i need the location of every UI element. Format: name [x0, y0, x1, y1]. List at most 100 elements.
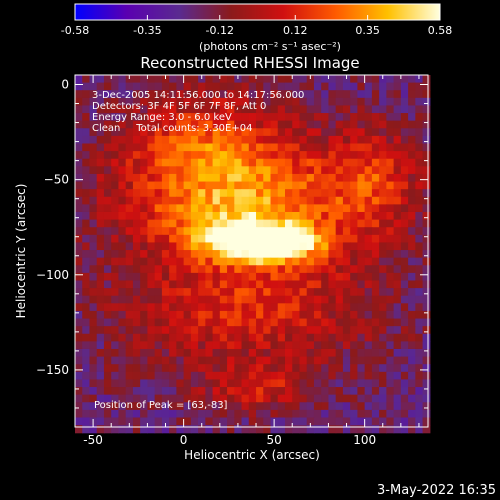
heatmap-cell: [219, 227, 228, 236]
heatmap-cell: [176, 75, 185, 84]
heatmap-cell: [270, 166, 279, 175]
heatmap-cell: [176, 151, 185, 160]
heatmap-cell: [306, 158, 315, 167]
heatmap-cell: [328, 409, 337, 419]
heatmap-cell: [103, 265, 112, 274]
heatmap-cell: [342, 120, 351, 129]
heatmap-cell: [205, 265, 214, 274]
heatmap-cell: [103, 348, 112, 358]
heatmap-cell: [234, 173, 243, 183]
heatmap-cell: [277, 75, 286, 84]
heatmap-cell: [227, 128, 235, 137]
heatmap-cell: [364, 348, 373, 358]
heatmap-cell: [371, 211, 380, 221]
heatmap-cell: [140, 348, 149, 358]
heatmap-cell: [132, 219, 141, 228]
heatmap-cell: [248, 387, 257, 396]
heatmap-cell: [227, 272, 235, 282]
heatmap-cell: [103, 158, 112, 167]
heatmap-cell: [183, 135, 192, 145]
heatmap-cell: [393, 318, 402, 327]
heatmap-cell: [313, 128, 322, 137]
heatmap-cell: [277, 143, 286, 152]
heatmap-cell: [212, 128, 221, 137]
heatmap-cell: [335, 181, 344, 190]
heatmap-cell: [89, 295, 98, 304]
heatmap-cell: [161, 318, 170, 327]
heatmap-cell: [357, 425, 366, 434]
heatmap-cell: [89, 288, 98, 297]
heatmap-cell: [328, 341, 337, 350]
heatmap-cell: [393, 113, 402, 122]
heatmap-cell: [408, 425, 416, 434]
heatmap-cell: [313, 204, 322, 213]
heatmap-cell: [386, 242, 395, 251]
heatmap-cell: [212, 82, 221, 91]
heatmap-cell: [176, 310, 185, 320]
heatmap-cell: [342, 288, 351, 297]
heatmap-cell: [270, 151, 279, 160]
heatmap-cell: [350, 295, 358, 304]
heatmap-cell: [234, 234, 243, 244]
heatmap-cell: [422, 242, 431, 251]
heatmap-cell: [263, 295, 272, 304]
heatmap-cell: [306, 189, 315, 198]
heatmap-cell: [263, 158, 272, 167]
heatmap-cell: [198, 318, 206, 327]
heatmap-cell: [169, 158, 177, 167]
heatmap-cell: [415, 272, 424, 282]
heatmap-cell: [263, 356, 272, 365]
heatmap-cell: [379, 97, 387, 107]
heatmap-cell: [335, 166, 344, 175]
heatmap-cell: [386, 135, 395, 145]
heatmap-cell: [212, 166, 221, 175]
heatmap-cell: [111, 151, 120, 160]
heatmap-cell: [111, 105, 120, 114]
heatmap-cell: [176, 242, 185, 251]
heatmap-cell: [292, 364, 301, 373]
heatmap-cell: [234, 310, 243, 320]
heatmap-cell: [335, 234, 344, 244]
heatmap-cell: [357, 242, 366, 251]
heatmap-cell: [313, 181, 322, 190]
heatmap-cell: [241, 333, 250, 342]
heatmap-cell: [321, 364, 330, 373]
heatmap-cell: [132, 75, 141, 84]
heatmap-cell: [111, 387, 120, 396]
heatmap-cell: [299, 371, 308, 381]
heatmap-cell: [154, 97, 163, 107]
heatmap-cell: [125, 348, 134, 358]
heatmap-cell: [241, 227, 250, 236]
heatmap-cell: [292, 288, 301, 297]
heatmap-cell: [292, 402, 301, 411]
heatmap-cell: [357, 196, 366, 205]
heatmap-cell: [89, 204, 98, 213]
heatmap-cell: [386, 219, 395, 228]
heatmap-cell: [161, 82, 170, 91]
heatmap-cell: [422, 417, 431, 426]
heatmap-cell: [263, 211, 272, 221]
heatmap-cell: [82, 341, 91, 350]
heatmap-cell: [212, 158, 221, 167]
heatmap-cell: [205, 250, 214, 259]
heatmap-cell: [75, 105, 83, 114]
heatmap-cell: [277, 303, 286, 312]
heatmap-cell: [118, 310, 127, 320]
heatmap-cell: [422, 173, 431, 183]
heatmap-cell: [205, 219, 214, 228]
heatmap-cell: [328, 310, 337, 320]
heatmap-cell: [227, 417, 235, 426]
heatmap-cell: [306, 387, 315, 396]
heatmap-cell: [393, 181, 402, 190]
heatmap-cell: [270, 173, 279, 183]
heatmap-cell: [379, 303, 387, 312]
heatmap-cell: [103, 310, 112, 320]
heatmap-cell: [147, 318, 156, 327]
heatmap-cell: [241, 113, 250, 122]
heatmap-cell: [256, 105, 264, 114]
heatmap-cell: [103, 181, 112, 190]
heatmap-cell: [248, 204, 257, 213]
heatmap-cell: [400, 425, 409, 434]
heatmap-cell: [292, 272, 301, 282]
heatmap-cell: [125, 204, 134, 213]
